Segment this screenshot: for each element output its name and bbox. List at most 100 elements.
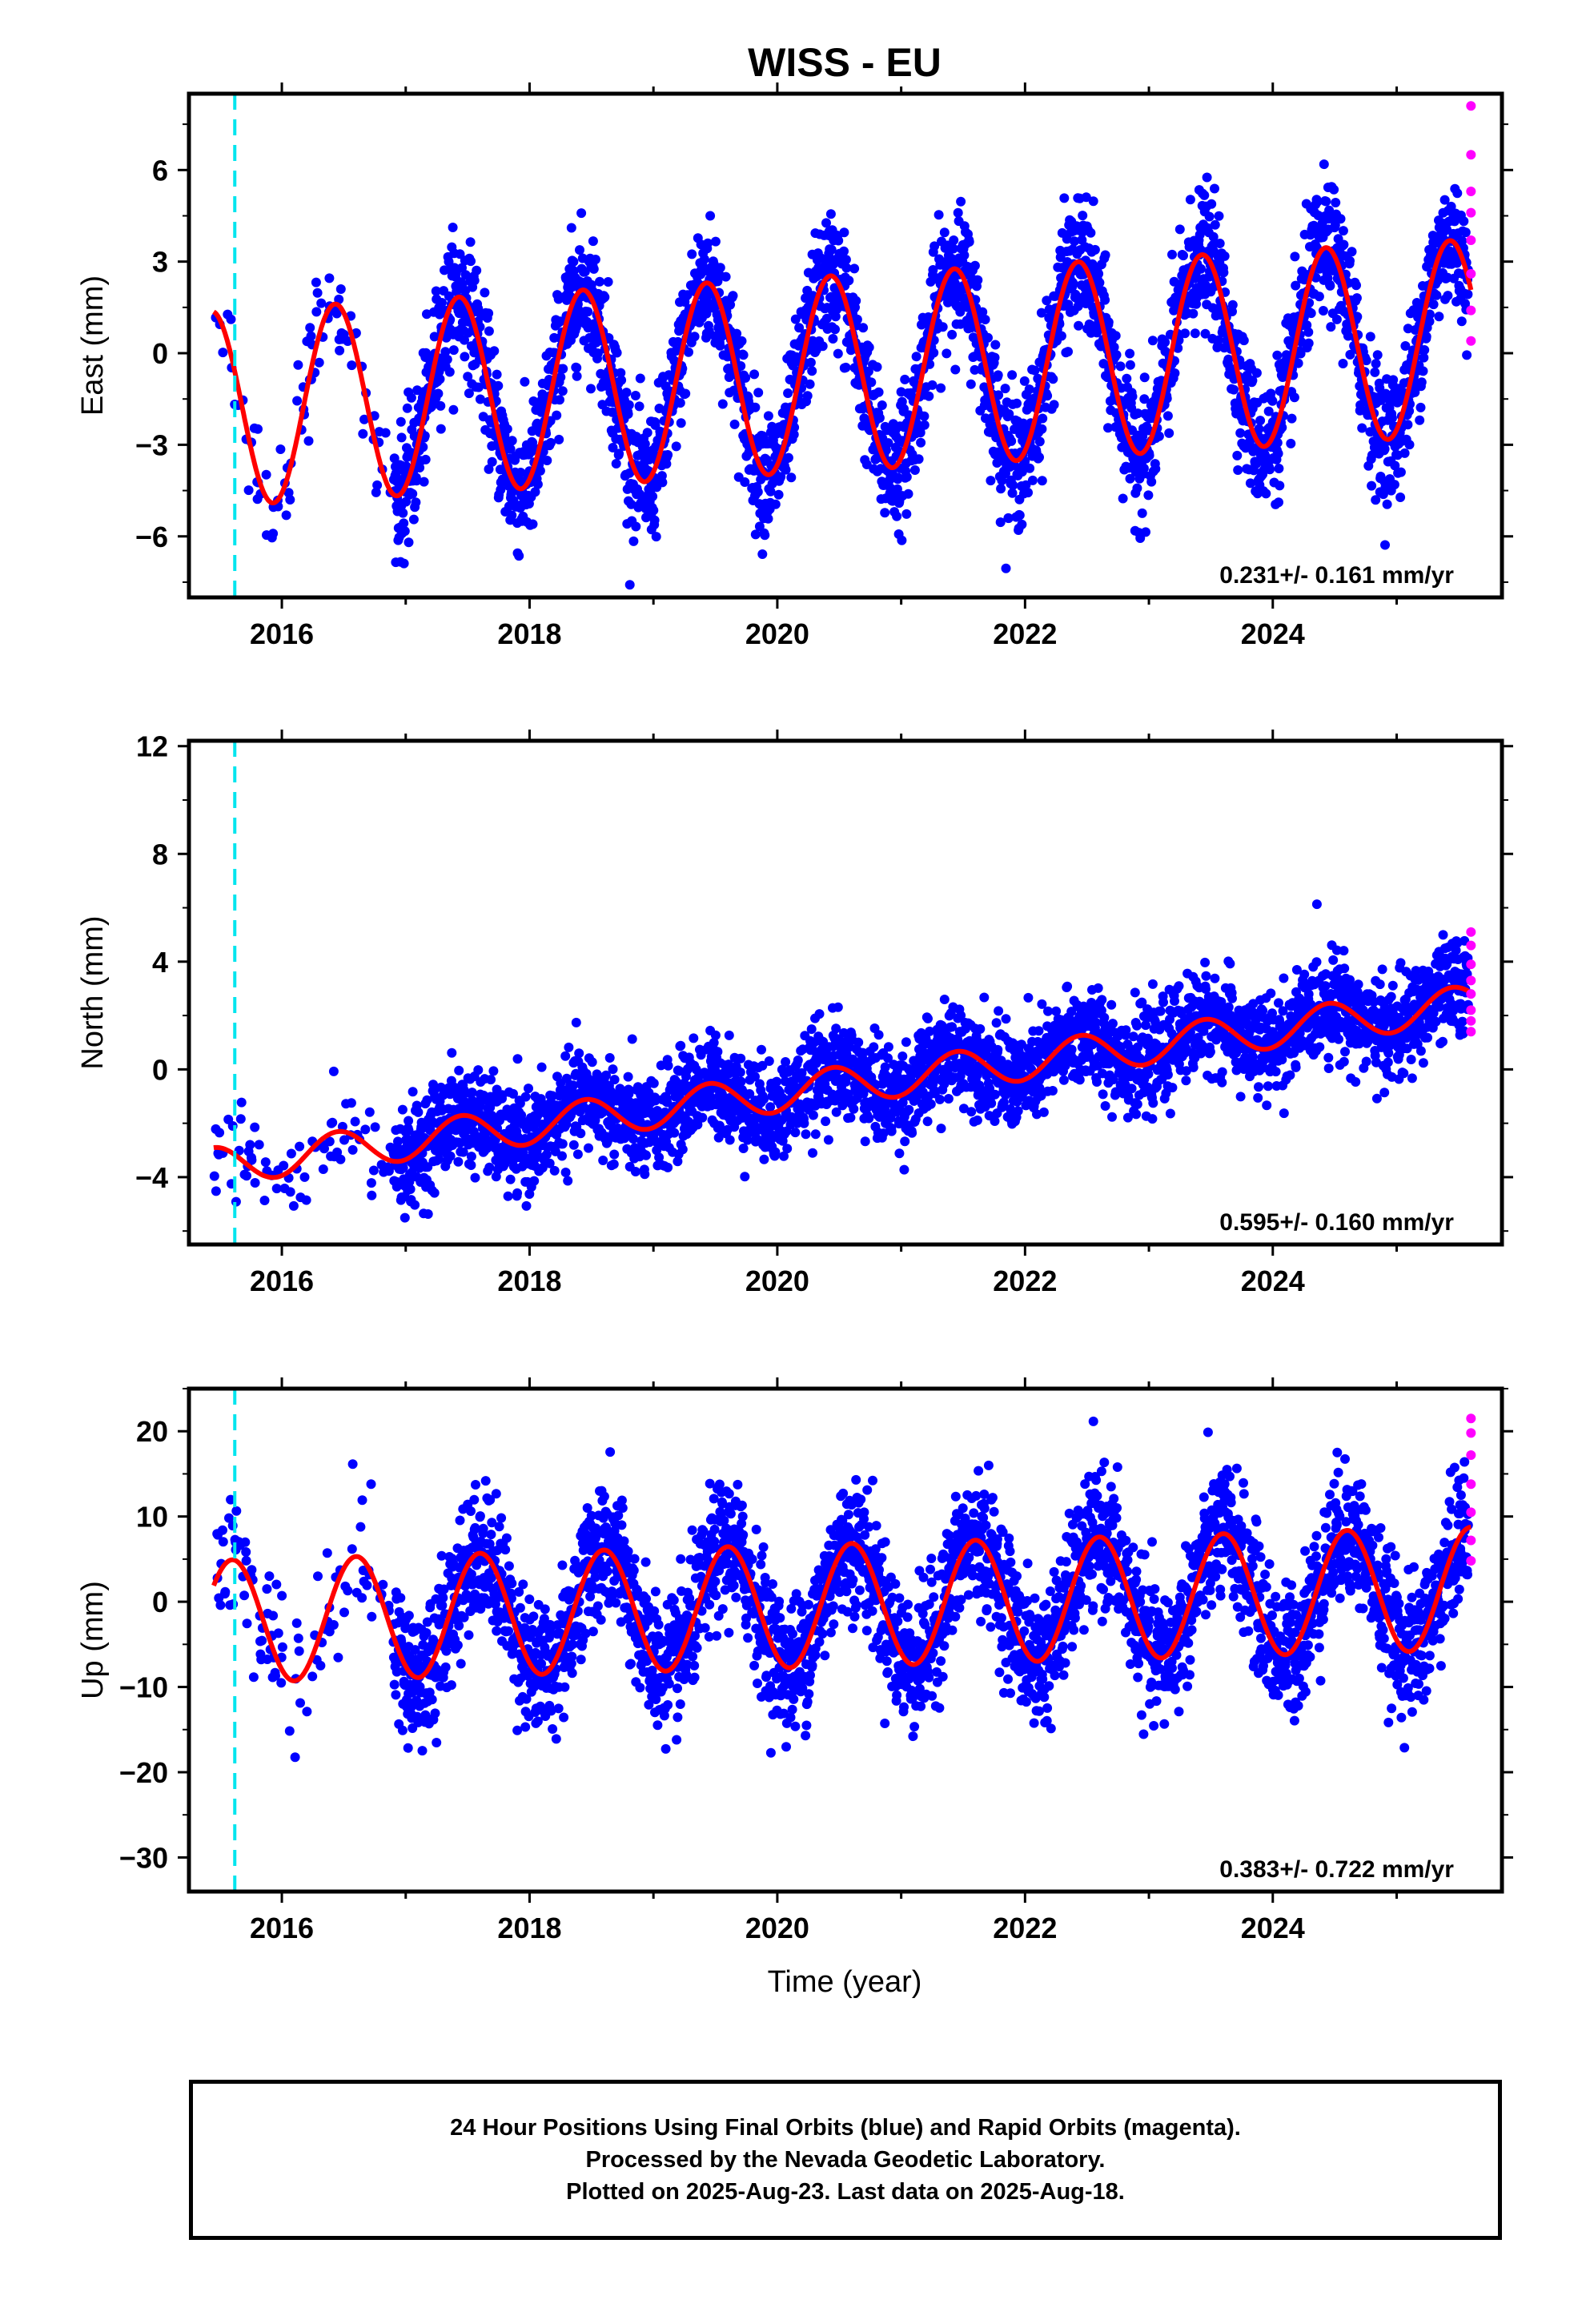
final-orbit-point — [950, 364, 961, 375]
final-orbit-point — [557, 1151, 567, 1161]
final-orbit-point — [993, 370, 1003, 380]
final-orbit-point — [919, 420, 930, 430]
final-orbit-point — [1272, 437, 1283, 448]
final-orbit-point — [580, 267, 590, 277]
final-orbit-point — [532, 479, 543, 489]
final-orbit-point — [1024, 384, 1034, 395]
final-orbit-point — [524, 1084, 533, 1094]
final-orbit-point — [710, 236, 721, 247]
final-orbit-point — [586, 384, 596, 394]
final-orbit-point — [1219, 267, 1229, 278]
final-orbit-point — [953, 207, 963, 218]
final-orbit-point — [489, 346, 500, 356]
final-orbit-point — [399, 558, 409, 569]
final-orbit-point — [420, 454, 431, 464]
final-orbit-point — [1146, 476, 1157, 487]
final-orbit-point — [406, 392, 416, 403]
final-orbit-point — [994, 390, 1004, 400]
final-orbit-point — [301, 1195, 311, 1205]
final-orbit-point — [455, 249, 465, 259]
final-orbit-point — [801, 1129, 811, 1140]
final-orbit-point — [600, 292, 610, 302]
final-orbit-point — [760, 530, 770, 541]
final-orbit-point — [1446, 201, 1456, 211]
final-orbit-point — [1326, 322, 1336, 332]
final-orbit-point — [789, 422, 800, 432]
final-orbit-point — [911, 352, 921, 362]
final-orbit-point — [245, 1140, 255, 1150]
final-orbit-point — [209, 1171, 219, 1181]
final-orbit-point — [1424, 316, 1435, 327]
final-orbit-point — [1303, 338, 1314, 348]
final-orbit-point — [608, 1159, 619, 1169]
final-orbit-point — [631, 521, 641, 532]
final-orbit-point — [735, 1068, 745, 1077]
final-orbit-point — [926, 1099, 936, 1109]
final-orbit-point — [1463, 289, 1473, 300]
final-orbit-point — [689, 332, 700, 342]
final-orbit-point — [380, 428, 391, 438]
final-orbit-point — [1137, 508, 1147, 518]
final-orbit-point — [367, 1190, 377, 1200]
final-orbit-point — [1208, 231, 1219, 242]
final-orbit-point — [1223, 354, 1234, 364]
final-orbit-point — [592, 348, 603, 359]
final-orbit-point — [1004, 409, 1014, 419]
final-orbit-point — [1090, 244, 1100, 255]
final-orbit-point — [1370, 367, 1380, 377]
final-orbit-point — [437, 298, 447, 308]
final-orbit-point — [1056, 331, 1066, 341]
final-orbit-point — [901, 1037, 911, 1047]
final-orbit-point — [1335, 214, 1346, 224]
final-orbit-point — [1403, 324, 1413, 334]
final-orbit-point — [880, 508, 890, 518]
final-orbit-point — [358, 428, 368, 439]
final-orbit-point — [487, 456, 497, 467]
final-orbit-point — [607, 407, 617, 417]
final-orbit-point — [630, 1167, 640, 1176]
final-orbit-point — [568, 1140, 579, 1150]
final-orbit-point — [1042, 391, 1053, 401]
final-orbit-point — [1339, 239, 1349, 250]
final-orbit-point — [1086, 227, 1096, 238]
final-orbit-point — [738, 1144, 749, 1153]
rapid-orbit-point — [1466, 268, 1476, 279]
final-orbit-point — [1138, 431, 1148, 441]
final-orbit-point — [907, 1128, 917, 1138]
final-orbit-point — [942, 348, 952, 359]
final-orbit-point — [624, 400, 634, 410]
final-orbit-point — [444, 291, 454, 301]
final-orbit-point — [1036, 308, 1046, 318]
final-orbit-point — [805, 379, 815, 389]
final-orbit-point — [1457, 235, 1468, 246]
final-orbit-point — [537, 1163, 548, 1173]
final-orbit-points — [209, 899, 1473, 1223]
final-orbit-point — [927, 380, 938, 390]
final-orbit-point — [1210, 219, 1220, 230]
final-orbit-point — [763, 411, 773, 421]
final-orbit-point — [877, 400, 887, 410]
final-orbit-point — [535, 465, 545, 476]
final-orbit-point — [218, 348, 228, 358]
final-orbit-point — [1167, 249, 1177, 259]
final-orbit-point — [530, 1153, 540, 1164]
final-orbit-point — [826, 244, 837, 255]
final-orbit-point — [825, 209, 836, 219]
final-orbit-point — [802, 391, 813, 401]
final-orbit-point — [1204, 211, 1215, 222]
final-orbit-point — [786, 472, 797, 483]
final-orbit-point — [311, 307, 322, 317]
final-orbit-point — [705, 211, 716, 221]
final-orbit-point — [783, 452, 793, 463]
final-orbit-point — [724, 372, 734, 382]
final-orbit-point — [460, 335, 469, 345]
final-orbit-point — [1174, 224, 1185, 235]
final-orbit-point — [909, 465, 920, 475]
final-orbit-point — [515, 1098, 525, 1108]
final-orbit-point — [243, 485, 254, 496]
final-orbit-point — [763, 513, 773, 524]
final-orbit-point — [663, 1060, 673, 1071]
final-orbit-point — [699, 254, 709, 264]
final-orbit-point — [286, 1148, 296, 1159]
